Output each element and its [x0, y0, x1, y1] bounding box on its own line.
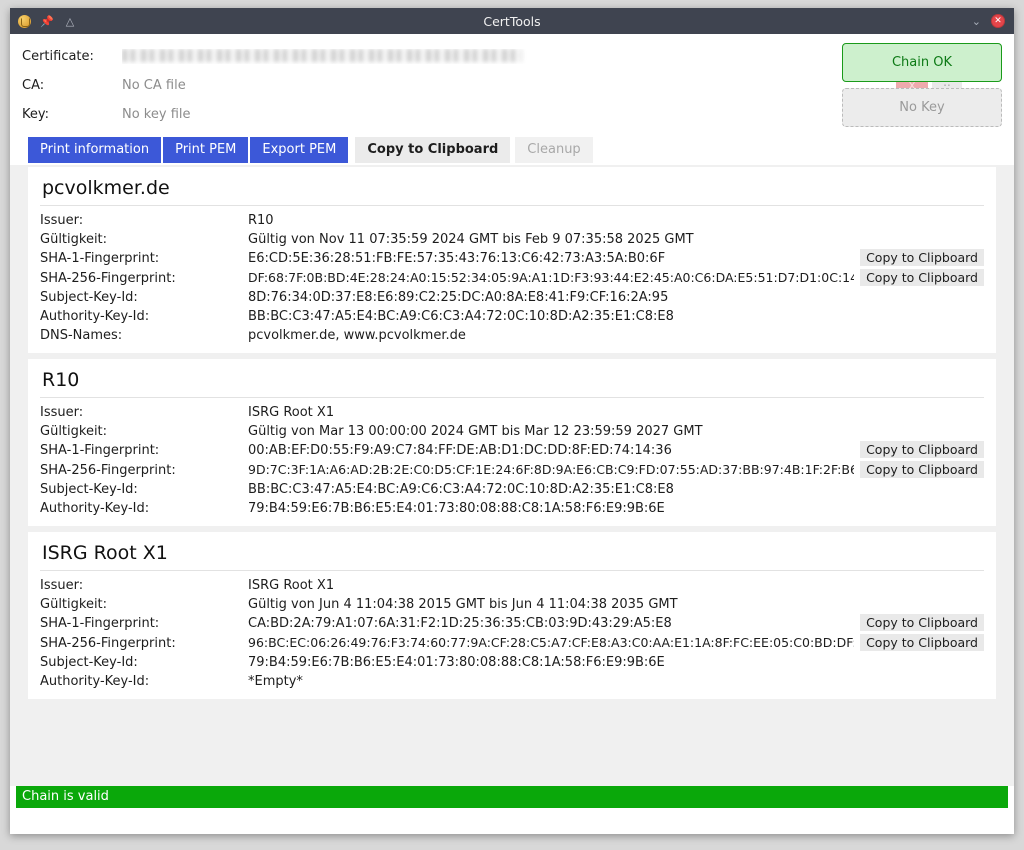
- field-key: SHA-1-Fingerprint:: [40, 616, 160, 631]
- copy-sha256-button[interactable]: Copy to Clipboard: [860, 634, 984, 651]
- field-key: SHA-1-Fingerprint:: [40, 443, 160, 458]
- field-key: Gültigkeit:: [40, 232, 108, 247]
- certificate-card: pcvolkmer.de Issuer: R10 Gültigkeit: Gülti…: [28, 167, 996, 353]
- certificate-card-title: ISRG Root X1: [40, 542, 984, 571]
- field-value: 00:AB:EF:D0:55:F9:A9:C7:84:FF:DE:AB:D1:D…: [248, 443, 672, 458]
- cleanup-button: Cleanup: [515, 137, 593, 163]
- field-key: Issuer:: [40, 213, 84, 228]
- field-key: Gültigkeit:: [40, 424, 108, 439]
- field-key: Authority-Key-Id:: [40, 501, 150, 516]
- ca-path-value: No CA file: [122, 77, 186, 93]
- certificate-card-title: R10: [40, 369, 984, 398]
- copy-sha1-button[interactable]: Copy to Clipboard: [860, 441, 984, 458]
- close-icon[interactable]: ✕: [991, 14, 1005, 28]
- field-key: Subject-Key-Id:: [40, 482, 138, 497]
- field-row: SHA-1-Fingerprint: E6:CD:5E:36:28:51:FB:F…: [40, 249, 984, 268]
- field-value: pcvolkmer.de, www.pcvolkmer.de: [248, 328, 466, 343]
- field-value: Gültig von Jun 4 11:04:38 2015 GMT bis J…: [248, 597, 678, 612]
- field-value: 79:B4:59:E6:7B:B6:E5:E4:01:73:80:08:88:C…: [248, 501, 665, 516]
- copy-sha256-button[interactable]: Copy to Clipboard: [860, 269, 984, 286]
- chain-status-button[interactable]: Chain OK: [842, 43, 1002, 82]
- key-label: Key:: [22, 106, 50, 122]
- print-information-button[interactable]: Print information: [28, 137, 162, 163]
- field-row: Issuer: ISRG Root X1: [40, 576, 984, 595]
- field-value: ISRG Root X1: [248, 578, 335, 593]
- field-row: Subject-Key-Id: BB:BC:C3:47:A5:E4:BC:A9:C…: [40, 480, 984, 499]
- copy-sha1-button[interactable]: Copy to Clipboard: [860, 249, 984, 266]
- field-value: 96:BC:EC:06:26:49:76:F3:74:60:77:9A:CF:2…: [248, 635, 855, 650]
- field-key: Authority-Key-Id:: [40, 309, 150, 324]
- certificate-card: ISRG Root X1 Issuer: ISRG Root X1 Gültigk…: [28, 532, 996, 699]
- field-row: Gültigkeit: Gültig von Mar 13 00:00:00 20…: [40, 422, 984, 441]
- field-key: SHA-256-Fingerprint:: [40, 636, 176, 651]
- field-row: Authority-Key-Id: 79:B4:59:E6:7B:B6:E5:E4…: [40, 499, 984, 518]
- key-path-value: No key file: [122, 106, 191, 122]
- field-value: CA:BD:2A:79:A1:07:6A:31:F2:1D:25:36:35:C…: [248, 616, 672, 631]
- field-key: DNS-Names:: [40, 328, 123, 343]
- field-row: SHA-1-Fingerprint: CA:BD:2A:79:A1:07:6A:3…: [40, 614, 984, 633]
- field-value: DF:68:7F:0B:BD:4E:28:24:A0:15:52:34:05:9…: [248, 270, 855, 285]
- copy-to-clipboard-button[interactable]: Copy to Clipboard: [355, 137, 511, 163]
- title-bar: 📌 △ CertTools ⌄ ✕: [10, 8, 1014, 34]
- field-key: Gültigkeit:: [40, 597, 108, 612]
- copy-sha256-button[interactable]: Copy to Clipboard: [860, 461, 984, 478]
- field-value: 8D:76:34:0D:37:E8:E6:89:C2:25:DC:A0:8A:E…: [248, 290, 669, 305]
- field-row: Issuer: R10: [40, 211, 984, 230]
- field-key: Subject-Key-Id:: [40, 655, 138, 670]
- field-key: SHA-1-Fingerprint:: [40, 251, 160, 266]
- field-value: Gültig von Mar 13 00:00:00 2024 GMT bis …: [248, 424, 703, 439]
- file-selection-panel: Certificate: x .. CA: No CA file x .. Ke…: [10, 34, 1014, 134]
- title-bar-left-icons: 📌 △: [10, 14, 77, 28]
- field-value: E6:CD:5E:36:28:51:FB:FE:57:35:43:76:13:C…: [248, 251, 666, 266]
- field-row: SHA-256-Fingerprint: 96:BC:EC:06:26:49:76…: [40, 633, 984, 653]
- status-bar: Chain is valid: [16, 786, 1008, 808]
- app-icon: [18, 14, 31, 28]
- copy-sha1-button[interactable]: Copy to Clipboard: [860, 614, 984, 631]
- field-key: SHA-256-Fingerprint:: [40, 271, 176, 286]
- field-value: R10: [248, 213, 274, 228]
- field-row: DNS-Names: pcvolkmer.de, www.pcvolkmer.de: [40, 326, 984, 345]
- field-key: SHA-256-Fingerprint:: [40, 463, 176, 478]
- print-pem-button[interactable]: Print PEM: [163, 137, 249, 163]
- field-row: Authority-Key-Id: BB:BC:C3:47:A5:E4:BC:A9…: [40, 307, 984, 326]
- field-key: Subject-Key-Id:: [40, 290, 138, 305]
- field-value: 79:B4:59:E6:7B:B6:E5:E4:01:73:80:08:88:C…: [248, 655, 665, 670]
- export-pem-button[interactable]: Export PEM: [250, 137, 349, 163]
- pin-icon[interactable]: 📌: [40, 14, 54, 28]
- field-row: SHA-256-Fingerprint: 9D:7C:3F:1A:A6:AD:2B…: [40, 460, 984, 480]
- key-status-button[interactable]: No Key: [842, 88, 1002, 127]
- field-value: BB:BC:C3:47:A5:E4:BC:A9:C6:C3:A4:72:0C:1…: [248, 482, 674, 497]
- certificate-path-value: [122, 48, 896, 64]
- redacted-path: [122, 48, 522, 62]
- action-toolbar: Print information Print PEM Export PEM C…: [10, 137, 1014, 165]
- field-key: Issuer:: [40, 405, 84, 420]
- certificate-card: R10 Issuer: ISRG Root X1 Gültigkeit: Gülti…: [28, 359, 996, 526]
- field-row: Subject-Key-Id: 8D:76:34:0D:37:E8:E6:89:C…: [40, 288, 984, 307]
- field-value: BB:BC:C3:47:A5:E4:BC:A9:C6:C3:A4:72:0C:1…: [248, 309, 674, 324]
- field-key: Issuer:: [40, 578, 84, 593]
- field-row: Subject-Key-Id: 79:B4:59:E6:7B:B6:E5:E4:0…: [40, 653, 984, 672]
- field-row: Authority-Key-Id: *Empty*: [40, 672, 984, 691]
- certificate-label: Certificate:: [22, 48, 94, 64]
- status-button-column: Chain OK No Key: [842, 43, 1002, 127]
- field-key: Authority-Key-Id:: [40, 674, 150, 689]
- field-value: 9D:7C:3F:1A:A6:AD:2B:2E:C0:D5:CF:1E:24:6…: [248, 462, 855, 477]
- certificate-list[interactable]: pcvolkmer.de Issuer: R10 Gültigkeit: Gülti…: [10, 165, 1014, 786]
- field-value: *Empty*: [248, 674, 303, 689]
- collapse-icon[interactable]: △: [65, 14, 75, 28]
- certificate-card-title: pcvolkmer.de: [40, 177, 984, 206]
- window-title: CertTools: [483, 13, 541, 29]
- window-footer: [10, 808, 1014, 834]
- certtools-window: 📌 △ CertTools ⌄ ✕ Certificate: x .. CA: …: [10, 8, 1014, 834]
- chevron-down-icon[interactable]: ⌄: [971, 14, 981, 28]
- field-value: ISRG Root X1: [248, 405, 335, 420]
- field-row: SHA-256-Fingerprint: DF:68:7F:0B:BD:4E:28…: [40, 268, 984, 288]
- field-row: Gültigkeit: Gültig von Jun 4 11:04:38 201…: [40, 595, 984, 614]
- field-row: Issuer: ISRG Root X1: [40, 403, 984, 422]
- title-bar-right-controls: ⌄ ✕: [972, 14, 1014, 28]
- field-row: SHA-1-Fingerprint: 00:AB:EF:D0:55:F9:A9:C…: [40, 441, 984, 460]
- field-value: Gültig von Nov 11 07:35:59 2024 GMT bis …: [248, 232, 694, 247]
- field-row: Gültigkeit: Gültig von Nov 11 07:35:59 20…: [40, 230, 984, 249]
- ca-label: CA:: [22, 77, 45, 93]
